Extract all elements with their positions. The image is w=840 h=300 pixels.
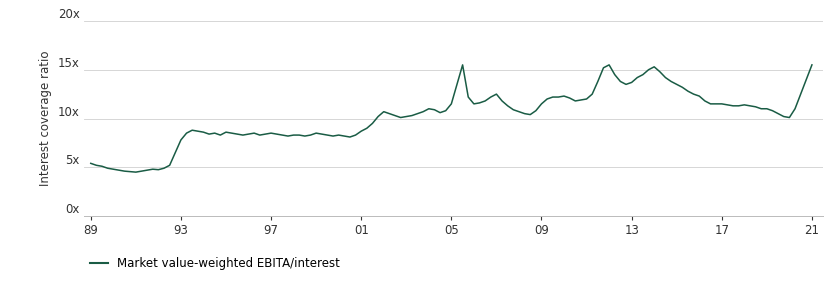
Legend: Market value-weighted EBITA/interest: Market value-weighted EBITA/interest — [90, 257, 340, 270]
Y-axis label: Interest coverage ratio: Interest coverage ratio — [39, 51, 52, 186]
